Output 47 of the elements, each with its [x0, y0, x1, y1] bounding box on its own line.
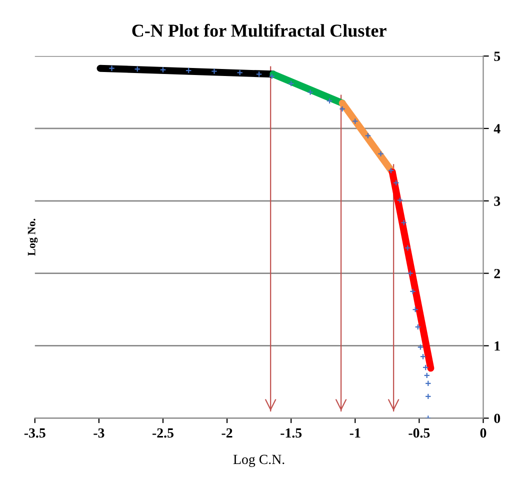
point — [185, 67, 192, 74]
x-tick-label: -3.5 — [24, 428, 46, 438]
point — [412, 306, 419, 313]
point — [396, 197, 404, 204]
x-tick-label: -1.5 — [280, 428, 302, 438]
point — [288, 80, 294, 87]
point — [160, 66, 166, 73]
point — [134, 66, 141, 72]
point — [326, 98, 333, 104]
point — [268, 73, 276, 80]
point — [414, 324, 422, 330]
point — [404, 244, 411, 252]
chart-title: C-N Plot for Multifractal Cluster — [132, 24, 386, 37]
point — [352, 118, 358, 124]
y-axis-title: Log No. — [28, 218, 38, 256]
point — [364, 132, 372, 139]
point — [211, 68, 218, 74]
y-tick-label: 4 — [494, 124, 500, 134]
x-tick-label: -1 — [350, 428, 360, 438]
point — [400, 219, 407, 226]
point — [307, 89, 314, 96]
x-axis-title: Log C.N. — [233, 454, 284, 467]
point — [388, 167, 394, 174]
point — [425, 380, 432, 387]
point — [256, 70, 262, 78]
point — [417, 344, 424, 350]
point — [108, 65, 115, 72]
y-tick-label: 5 — [494, 52, 500, 61]
x-tick-label: -2 — [222, 428, 232, 438]
point — [407, 270, 414, 276]
point — [425, 393, 432, 400]
point — [420, 353, 426, 360]
point — [378, 150, 384, 157]
y-tick-label: 2 — [494, 268, 500, 278]
y-tick-label: 3 — [494, 196, 500, 206]
y-tick-label: 1 — [494, 341, 500, 351]
x-tick-label: -0.5 — [408, 428, 430, 438]
point — [410, 288, 416, 295]
x-tick-label: -2.5 — [152, 428, 174, 438]
point — [424, 372, 430, 379]
point — [422, 364, 429, 371]
point — [392, 180, 400, 186]
point — [339, 106, 346, 112]
y-tick-label: 0 — [494, 414, 500, 424]
x-tick-label: 0 — [480, 428, 486, 438]
x-tick-label: -3 — [94, 428, 104, 438]
point — [236, 70, 244, 76]
